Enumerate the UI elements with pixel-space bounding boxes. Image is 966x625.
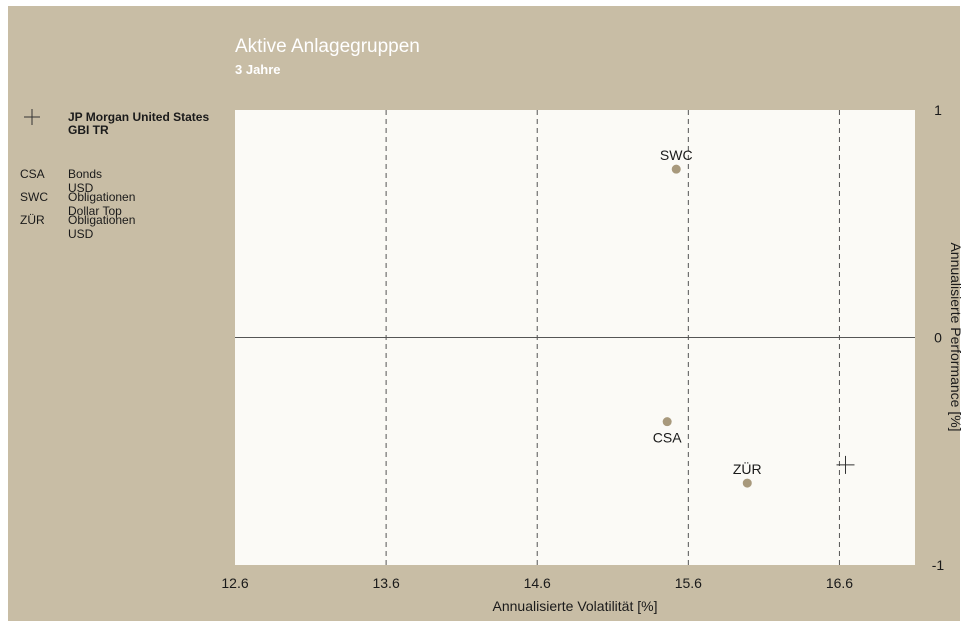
legend-item-abbr: SWC [20,190,48,204]
data-point [671,164,681,174]
legend-item-name: Obligationen USD [68,213,136,241]
data-point-label: ZÜR [733,460,762,477]
legend-item-abbr: CSA [20,167,45,181]
chart-title: Aktive Anlagegruppen [235,36,420,57]
chart-subtitle: 3 Jahre [235,62,281,77]
x-tick-label: 13.6 [372,575,399,591]
legend-item-name: Obligationen Dollar Top [68,190,136,218]
x-tick-label: 14.6 [524,575,551,591]
x-axis-title: Annualisierte Volatilität [%] [493,598,658,614]
data-point [662,417,672,427]
y-axis-title: Annualisierte Performance [%] [948,242,964,431]
legend-item-abbr: ZÜR [20,213,45,227]
y-tick-label: 1 [934,102,942,118]
legend-item-name: Bonds USD [68,167,103,195]
legend-benchmark-label: JP Morgan United States GBI TR [68,110,210,137]
x-tick-label: 12.6 [221,575,248,591]
data-point [742,478,752,488]
x-tick-label: 15.6 [675,575,702,591]
x-tick-label: 16.6 [826,575,853,591]
data-point-label: SWC [660,147,693,163]
data-point-label: CSA [653,430,682,446]
y-tick-label: -1 [932,557,945,573]
y-tick-label: 0 [934,330,942,346]
benchmark-cross-icon [24,109,40,125]
